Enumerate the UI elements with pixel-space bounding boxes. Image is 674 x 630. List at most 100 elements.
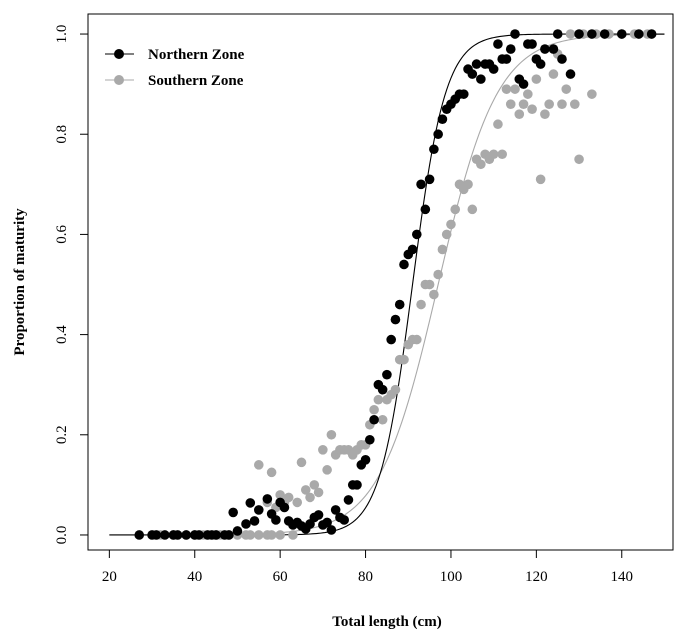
data-point-northern — [249, 516, 260, 526]
data-point-southern — [531, 74, 542, 84]
plot-frame — [87, 13, 674, 551]
fitted-curves — [109, 33, 665, 536]
data-point-northern — [557, 54, 567, 64]
data-point-northern — [382, 369, 392, 380]
x-tick-label: 60 — [273, 569, 288, 585]
data-point-northern — [386, 334, 396, 345]
data-point-southern — [377, 414, 388, 425]
data-point-southern — [416, 299, 426, 310]
data-points — [134, 29, 657, 540]
data-point-northern — [365, 434, 375, 445]
y-tick-label: 1.0 — [54, 25, 70, 44]
data-point-southern — [266, 530, 277, 540]
data-point-northern — [369, 414, 379, 425]
data-point-northern — [416, 179, 426, 190]
data-point-northern — [228, 507, 238, 518]
data-point-southern — [300, 485, 311, 495]
data-point-northern — [599, 29, 610, 39]
data-point-northern — [510, 29, 520, 39]
data-point-northern — [390, 314, 401, 325]
data-point-southern — [309, 480, 320, 490]
data-point-southern — [497, 149, 508, 160]
data-point-northern — [412, 229, 422, 240]
data-point-northern — [360, 455, 371, 465]
data-point-northern — [151, 530, 162, 540]
data-point-northern — [322, 517, 332, 528]
y-axis: 0.0 0.2 0.4 0.6 0.8 1.0 — [54, 25, 89, 544]
x-tick-label: 100 — [440, 569, 463, 585]
fitted-curve-southern — [109, 33, 665, 536]
data-point-southern — [313, 487, 324, 498]
data-point-northern — [343, 495, 354, 505]
data-point-northern — [501, 54, 512, 64]
data-point-northern — [420, 204, 431, 215]
data-point-northern — [574, 29, 584, 39]
data-point-southern — [557, 99, 567, 109]
data-point-southern — [253, 530, 264, 540]
x-tick-label: 80 — [358, 569, 373, 585]
y-tick-label: 0.2 — [54, 425, 70, 444]
data-point-southern — [292, 497, 303, 508]
data-point-southern — [283, 492, 294, 503]
data-point-southern — [548, 69, 559, 79]
data-point-northern — [646, 29, 657, 39]
data-point-northern — [540, 44, 550, 54]
legend-marker-northern — [114, 49, 124, 59]
legend-marker-southern — [114, 75, 124, 85]
data-point-southern — [493, 119, 503, 130]
y-axis-title: Proportion of maturity — [12, 208, 28, 356]
legend-label-northern: Northern Zone — [148, 47, 245, 63]
data-point-northern — [377, 384, 388, 395]
data-point-southern — [540, 109, 550, 119]
data-point-southern — [569, 99, 580, 109]
data-point-northern — [134, 530, 145, 540]
data-point-northern — [279, 502, 290, 513]
data-point-northern — [471, 59, 482, 69]
y-tick-label: 0.4 — [54, 325, 70, 344]
data-point-northern — [518, 79, 529, 89]
data-point-southern — [305, 492, 315, 503]
data-point-southern — [527, 104, 537, 114]
data-point-southern — [288, 530, 298, 540]
data-point-northern — [493, 39, 503, 49]
data-point-southern — [518, 99, 529, 109]
data-point-northern — [399, 259, 409, 270]
x-tick-label: 40 — [187, 569, 202, 585]
data-point-southern — [544, 99, 554, 109]
data-point-northern — [476, 74, 486, 84]
data-point-southern — [587, 89, 597, 99]
data-point-northern — [245, 498, 256, 508]
y-tick-label: 0.8 — [54, 125, 70, 144]
data-point-northern — [224, 530, 234, 540]
data-point-northern — [565, 69, 576, 79]
data-point-southern — [266, 467, 277, 478]
data-point-northern — [181, 530, 192, 540]
x-tick-label: 20 — [102, 569, 117, 585]
data-point-southern — [463, 179, 473, 190]
data-point-northern — [326, 525, 337, 535]
data-point-southern — [450, 204, 461, 215]
data-point-southern — [296, 457, 307, 468]
data-point-northern — [634, 29, 644, 39]
data-point-southern — [318, 445, 328, 455]
data-point-northern — [552, 29, 563, 39]
data-point-southern — [446, 219, 456, 230]
data-point-northern — [437, 114, 448, 124]
data-point-northern — [424, 174, 435, 185]
data-point-southern — [429, 289, 439, 300]
data-point-northern — [253, 505, 264, 515]
data-point-northern — [262, 494, 273, 504]
data-point-southern — [535, 174, 546, 185]
data-point-northern — [241, 519, 251, 529]
data-point-southern — [510, 84, 520, 94]
legend: Northern Zone Southern Zone — [105, 47, 245, 89]
data-point-northern — [313, 510, 324, 520]
data-point-southern — [433, 269, 443, 280]
x-axis: 20 40 60 80 100 120 140 — [102, 549, 633, 585]
data-point-southern — [488, 149, 499, 160]
data-point-southern — [523, 89, 533, 99]
data-point-southern — [501, 84, 512, 94]
data-point-southern — [412, 334, 422, 345]
data-point-southern — [514, 109, 525, 119]
